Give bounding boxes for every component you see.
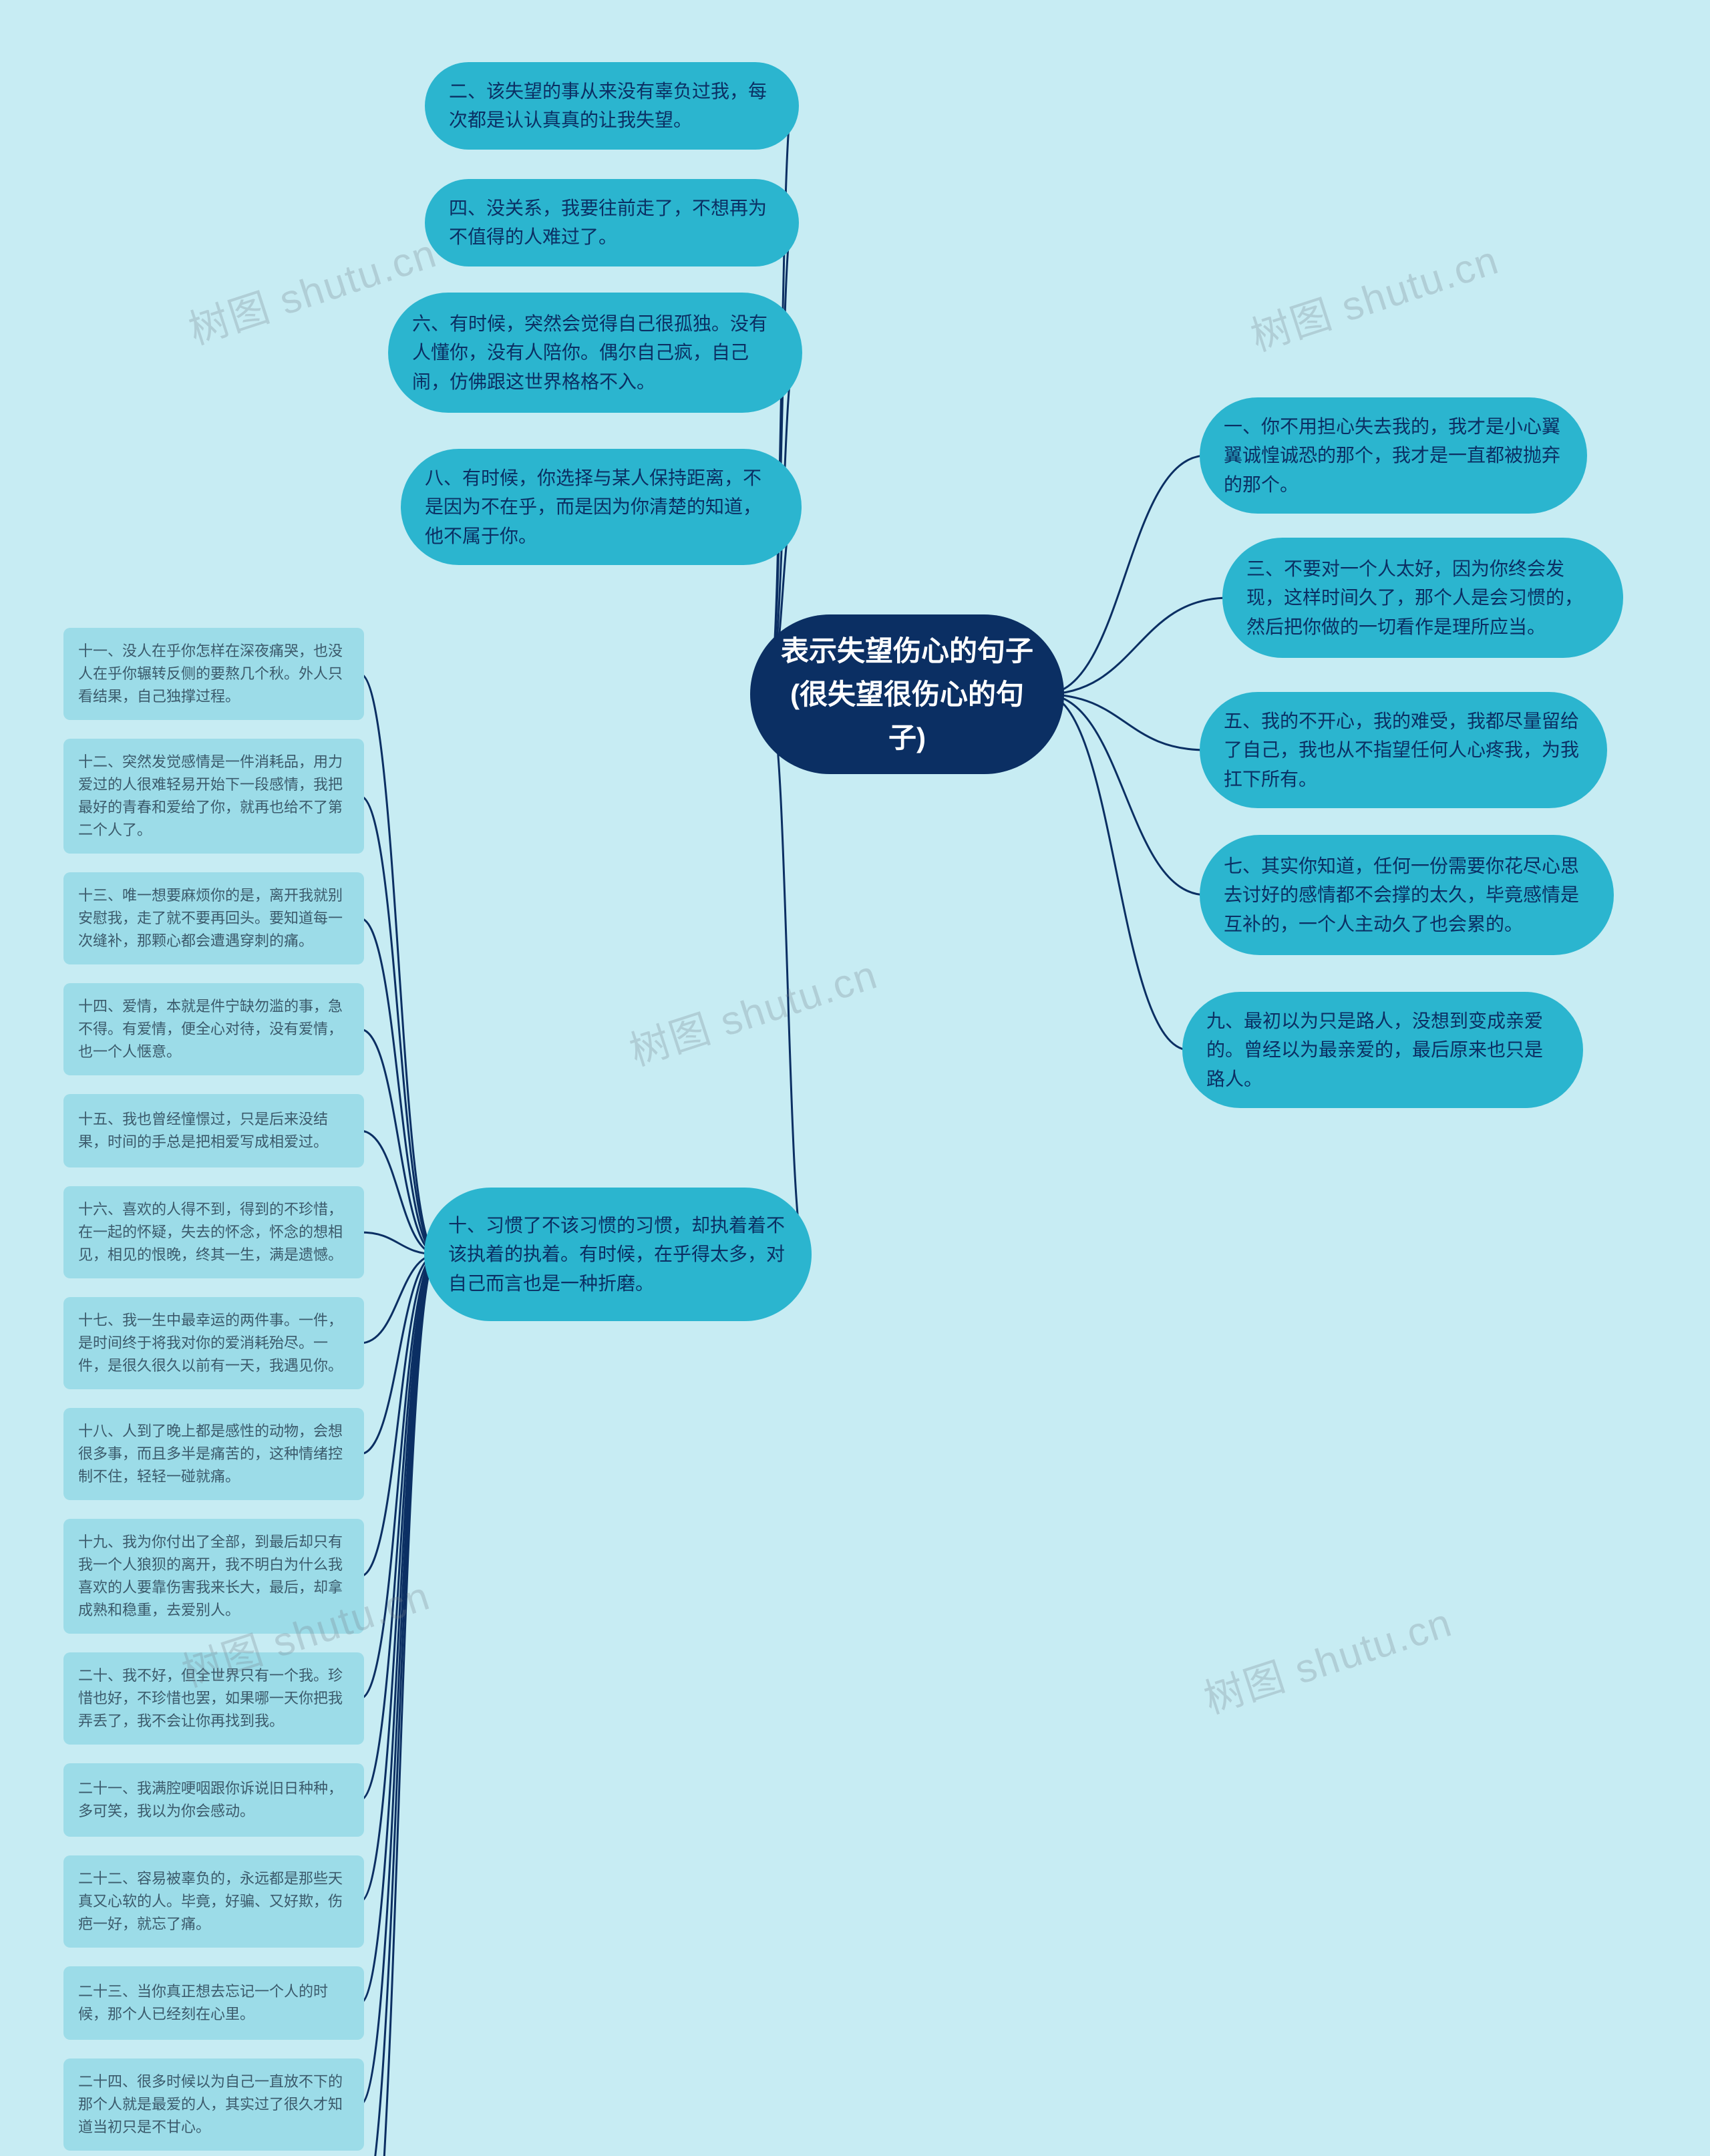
node-s23[interactable]: 二十三、当你真正想去忘记一个人的时候，那个人已经刻在心里。 bbox=[63, 1966, 364, 2040]
node-s22[interactable]: 二十二、容易被辜负的，永远都是那些天真又心软的人。毕竟，好骗、又好欺，伤疤一好，… bbox=[63, 1855, 364, 1948]
node-s18[interactable]: 十八、人到了晚上都是感性的动物，会想很多事，而且多半是痛苦的，这种情绪控制不住，… bbox=[63, 1408, 364, 1500]
node-text-n5: 五、我的不开心，我的难受，我都尽量留给了自己，我也从不指望任何人心疼我，为我扛下… bbox=[1224, 707, 1583, 793]
node-text-s15: 十五、我也曾经憧憬过，只是后来没结果，时间的手总是把相爱写成相爱过。 bbox=[78, 1108, 349, 1153]
node-s15[interactable]: 十五、我也曾经憧憬过，只是后来没结果，时间的手总是把相爱写成相爱过。 bbox=[63, 1094, 364, 1167]
node-s21[interactable]: 二十一、我满腔哽咽跟你诉说旧日种种，多可笑，我以为你会感动。 bbox=[63, 1763, 364, 1837]
node-text-s14: 十四、爱情，本就是件宁缺勿滥的事，急不得。有爱情，便全心对待，没有爱情，也一个人… bbox=[78, 995, 349, 1063]
node-s19[interactable]: 十九、我为你付出了全部，到最后却只有我一个人狼狈的离开，我不明白为什么我喜欢的人… bbox=[63, 1519, 364, 1634]
node-text-s19: 十九、我为你付出了全部，到最后却只有我一个人狼狈的离开，我不明白为什么我喜欢的人… bbox=[78, 1531, 349, 1622]
node-text-s12: 十二、突然发觉感情是一件消耗品，用力爱过的人很难轻易开始下一段感情，我把最好的青… bbox=[78, 751, 349, 842]
node-s12[interactable]: 十二、突然发觉感情是一件消耗品，用力爱过的人很难轻易开始下一段感情，我把最好的青… bbox=[63, 739, 364, 854]
node-n1[interactable]: 一、你不用担心失去我的，我才是小心翼翼诚惶诚恐的那个，我才是一直都被抛弃的那个。 bbox=[1200, 397, 1587, 514]
node-text-s18: 十八、人到了晚上都是感性的动物，会想很多事，而且多半是痛苦的，这种情绪控制不住，… bbox=[78, 1420, 349, 1488]
node-n8[interactable]: 八、有时候，你选择与某人保持距离，不是因为不在乎，而是因为你清楚的知道，他不属于… bbox=[401, 449, 802, 565]
node-s11[interactable]: 十一、没人在乎你怎样在深夜痛哭，也没人在乎你辗转反侧的要熬几个秋。外人只看结果，… bbox=[63, 628, 364, 720]
mindmap-canvas: 表示失望伤心的句子(很失望很伤心的句子) 二、该失望的事从来没有辜负过我，每次都是… bbox=[0, 0, 1710, 2156]
node-n4[interactable]: 四、没关系，我要往前走了，不想再为不值得的人难过了。 bbox=[425, 179, 799, 266]
node-text-n8: 八、有时候，你选择与某人保持距离，不是因为不在乎，而是因为你清楚的知道，他不属于… bbox=[425, 464, 778, 550]
node-text-n10: 十、习惯了不该习惯的习惯，却执着着不该执着的执着。有时候，在乎得太多，对自己而言… bbox=[448, 1211, 788, 1298]
node-text-s17: 十七、我一生中最幸运的两件事。一件，是时间终于将我对你的爱消耗殆尽。一件，是很久… bbox=[78, 1309, 349, 1377]
node-n10[interactable]: 十、习惯了不该习惯的习惯，却执着着不该执着的执着。有时候，在乎得太多，对自己而言… bbox=[424, 1188, 812, 1321]
node-n9[interactable]: 九、最初以为只是路人，没想到变成亲爱的。曾经以为最亲爱的，最后原来也只是路人。 bbox=[1182, 992, 1583, 1108]
node-text-s11: 十一、没人在乎你怎样在深夜痛哭，也没人在乎你辗转反侧的要熬几个秋。外人只看结果，… bbox=[78, 640, 349, 708]
node-text-s21: 二十一、我满腔哽咽跟你诉说旧日种种，多可笑，我以为你会感动。 bbox=[78, 1777, 349, 1823]
node-n5[interactable]: 五、我的不开心，我的难受，我都尽量留给了自己，我也从不指望任何人心疼我，为我扛下… bbox=[1200, 692, 1607, 808]
node-s20[interactable]: 二十、我不好，但全世界只有一个我。珍惜也好，不珍惜也罢，如果哪一天你把我弄丢了，… bbox=[63, 1652, 364, 1745]
node-n7[interactable]: 七、其实你知道，任何一份需要你花尽心思去讨好的感情都不会撑的太久，毕竟感情是互补… bbox=[1200, 835, 1614, 955]
node-text-n9: 九、最初以为只是路人，没想到变成亲爱的。曾经以为最亲爱的，最后原来也只是路人。 bbox=[1206, 1007, 1559, 1093]
node-s13[interactable]: 十三、唯一想要麻烦你的是，离开我就别安慰我，走了就不要再回头。要知道每一次缝补，… bbox=[63, 872, 364, 964]
node-text-n6: 六、有时候，突然会觉得自己很孤独。没有人懂你，没有人陪你。偶尔自己疯，自己闹，仿… bbox=[412, 309, 778, 396]
node-text-n3: 三、不要对一个人太好，因为你终会发现，这样时间久了，那个人是会习惯的，然后把你做… bbox=[1246, 554, 1599, 641]
node-text-s13: 十三、唯一想要麻烦你的是，离开我就别安慰我，走了就不要再回头。要知道每一次缝补，… bbox=[78, 884, 349, 952]
node-text-s20: 二十、我不好，但全世界只有一个我。珍惜也好，不珍惜也罢，如果哪一天你把我弄丢了，… bbox=[78, 1664, 349, 1733]
node-root[interactable]: 表示失望伤心的句子(很失望很伤心的句子) bbox=[750, 614, 1064, 774]
node-text-n2: 二、该失望的事从来没有辜负过我，每次都是认认真真的让我失望。 bbox=[449, 77, 775, 135]
node-text-s23: 二十三、当你真正想去忘记一个人的时候，那个人已经刻在心里。 bbox=[78, 1980, 349, 2026]
node-s16[interactable]: 十六、喜欢的人得不到，得到的不珍惜，在一起的怀疑，失去的怀念，怀念的想相见，相见… bbox=[63, 1186, 364, 1278]
node-n3[interactable]: 三、不要对一个人太好，因为你终会发现，这样时间久了，那个人是会习惯的，然后把你做… bbox=[1222, 538, 1623, 658]
node-text-s24: 二十四、很多时候以为自己一直放不下的那个人就是最爱的人，其实过了很久才知道当初只… bbox=[78, 2071, 349, 2139]
node-s14[interactable]: 十四、爱情，本就是件宁缺勿滥的事，急不得。有爱情，便全心对待，没有爱情，也一个人… bbox=[63, 983, 364, 1075]
node-text-s22: 二十二、容易被辜负的，永远都是那些天真又心软的人。毕竟，好骗、又好欺，伤疤一好，… bbox=[78, 1867, 349, 1936]
watermark: 树图 shutu.cn bbox=[1196, 1590, 1459, 1725]
node-n6[interactable]: 六、有时候，突然会觉得自己很孤独。没有人懂你，没有人陪你。偶尔自己疯，自己闹，仿… bbox=[388, 293, 802, 413]
watermark: 树图 shutu.cn bbox=[621, 942, 884, 1077]
node-text-n7: 七、其实你知道，任何一份需要你花尽心思去讨好的感情都不会撑的太久，毕竟感情是互补… bbox=[1224, 852, 1590, 938]
node-text-n1: 一、你不用担心失去我的，我才是小心翼翼诚惶诚恐的那个，我才是一直都被抛弃的那个。 bbox=[1224, 412, 1563, 499]
node-s24[interactable]: 二十四、很多时候以为自己一直放不下的那个人就是最爱的人，其实过了很久才知道当初只… bbox=[63, 2058, 364, 2151]
node-s17[interactable]: 十七、我一生中最幸运的两件事。一件，是时间终于将我对你的爱消耗殆尽。一件，是很久… bbox=[63, 1297, 364, 1389]
node-text-root: 表示失望伤心的句子(很失望很伤心的句子) bbox=[774, 629, 1040, 759]
node-n2[interactable]: 二、该失望的事从来没有辜负过我，每次都是认认真真的让我失望。 bbox=[425, 62, 799, 150]
node-text-s16: 十六、喜欢的人得不到，得到的不珍惜，在一起的怀疑，失去的怀念，怀念的想相见，相见… bbox=[78, 1198, 349, 1266]
node-text-n4: 四、没关系，我要往前走了，不想再为不值得的人难过了。 bbox=[449, 194, 775, 252]
watermark: 树图 shutu.cn bbox=[1242, 228, 1506, 363]
